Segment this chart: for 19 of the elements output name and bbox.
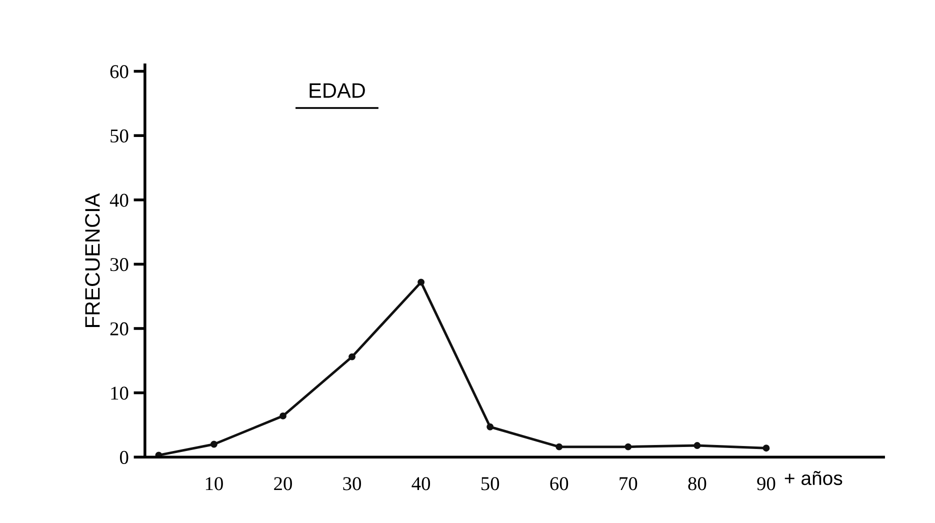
x-tick-label: 20 [274,477,292,490]
y-tick-label: 60 [110,65,128,78]
x-axis-title: + años [784,470,842,486]
text: EDAD [310,83,365,98]
x-tick-label: 30 [343,477,362,490]
x-tick-label: 70 [620,477,638,490]
y-tick-label: 30 [110,258,128,272]
y-axis-title: FRECUENCIA [85,193,100,327]
x-tick-label: 60 [550,477,568,490]
y-tick-label: 0 [120,450,128,464]
y-tick-label: 20 [110,322,128,336]
x-tick-label: 80 [688,477,706,490]
x-tick-label: 10 [206,477,223,490]
x-tick-label: 40 [412,477,430,490]
x-tick-label: 90 [757,477,776,490]
y-tick-label: 40 [110,194,128,207]
y-tick-label: 10 [111,386,128,400]
y-tick-label: 50 [110,129,128,143]
x-tick-label: 50 [481,477,500,490]
